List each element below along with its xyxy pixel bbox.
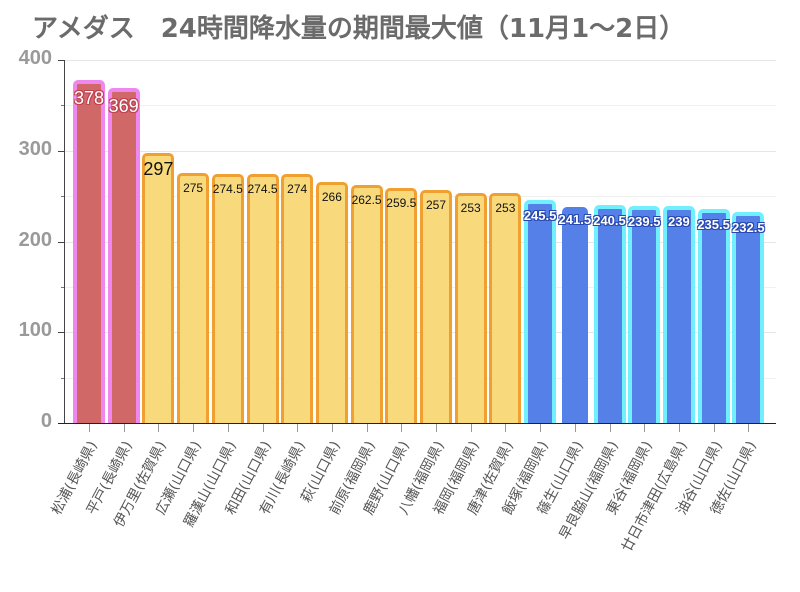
gridline [64,60,776,61]
x-axis [58,423,776,424]
bar [561,206,588,423]
bar-value-label: 297 [143,159,174,180]
y-axis-label: 300 [18,137,52,160]
y-axis [64,60,65,423]
bar [177,173,210,423]
y-axis-minor-tick [61,105,65,107]
bar [211,173,244,423]
bar-value-label: 239 [668,214,690,230]
bar [628,205,661,423]
x-axis-tick [331,424,333,432]
bar-value-label: 253 [460,201,481,216]
x-axis-tick [436,424,437,432]
bar-value-label: 275 [183,181,204,196]
y-axis-tick [58,241,65,243]
chart-title: アメダス 24時間降水量の期間最大値（11月1〜2日） [32,14,686,44]
bar [732,212,765,423]
bar [593,204,626,423]
bar-value-label: 259.5 [386,195,417,210]
bar [142,153,175,423]
y-axis-label: 0 [40,410,52,432]
bar-value-label: 257 [425,197,447,212]
bar [350,184,383,423]
x-axis-tick [505,424,507,432]
bar-value-label: 378 [73,87,105,108]
x-axis-tick [193,424,195,432]
bar-value-label: 239.5 [627,213,661,229]
bar [662,206,695,423]
y-axis-label: 200 [18,228,52,251]
bar [454,193,487,423]
x-axis-tick [644,424,646,432]
y-axis-minor-tick [61,286,65,288]
bar [524,200,557,423]
bar-value-label: 232.5 [732,220,765,235]
bar-value-label: 241.5 [558,211,592,227]
bar-value-label: 274.5 [212,181,243,196]
x-axis-tick [401,424,403,432]
bar-value-label: 253 [495,201,516,216]
bar-value-label: 235.5 [697,217,730,233]
x-axis-tick [227,424,229,432]
y-axis-minor-tick [61,377,65,379]
x-axis-tick [574,424,576,432]
y-axis-label: 400 [18,47,52,69]
bar-value-label: 266 [321,189,342,204]
x-axis-tick [713,424,715,432]
y-axis-tick [58,332,65,334]
x-axis-tick [158,424,160,432]
x-axis-tick [678,424,680,432]
bar-value-label: 240.5 [593,212,626,228]
bar [385,187,418,423]
bar [73,79,105,423]
y-axis-label: 100 [18,319,52,342]
minor-gridline [64,105,776,107]
x-axis-tick [123,424,125,432]
bar-value-label: 262.5 [351,192,382,207]
y-axis-tick [58,150,65,152]
bar [489,193,522,423]
x-axis-tick [748,424,750,432]
x-axis-tick [470,424,472,432]
y-axis-minor-tick [61,196,65,198]
bar-value-label: 274 [287,182,308,197]
bar-value-label: 274.5 [247,181,278,196]
x-axis-tick [609,424,611,432]
bar [697,209,730,423]
x-axis-tick [262,424,264,432]
bar [246,173,279,423]
gridline [64,150,776,152]
bar [420,189,452,423]
bar-value-label: 369 [108,96,139,117]
x-axis-tick [297,424,299,432]
x-axis-tick [366,424,368,432]
bar [107,88,140,423]
y-axis-tick [58,60,65,61]
bar-value-label: 245.5 [523,208,557,224]
bar [315,181,348,423]
x-axis-tick [540,424,542,432]
x-axis-tick [89,424,90,432]
bar [281,174,314,423]
